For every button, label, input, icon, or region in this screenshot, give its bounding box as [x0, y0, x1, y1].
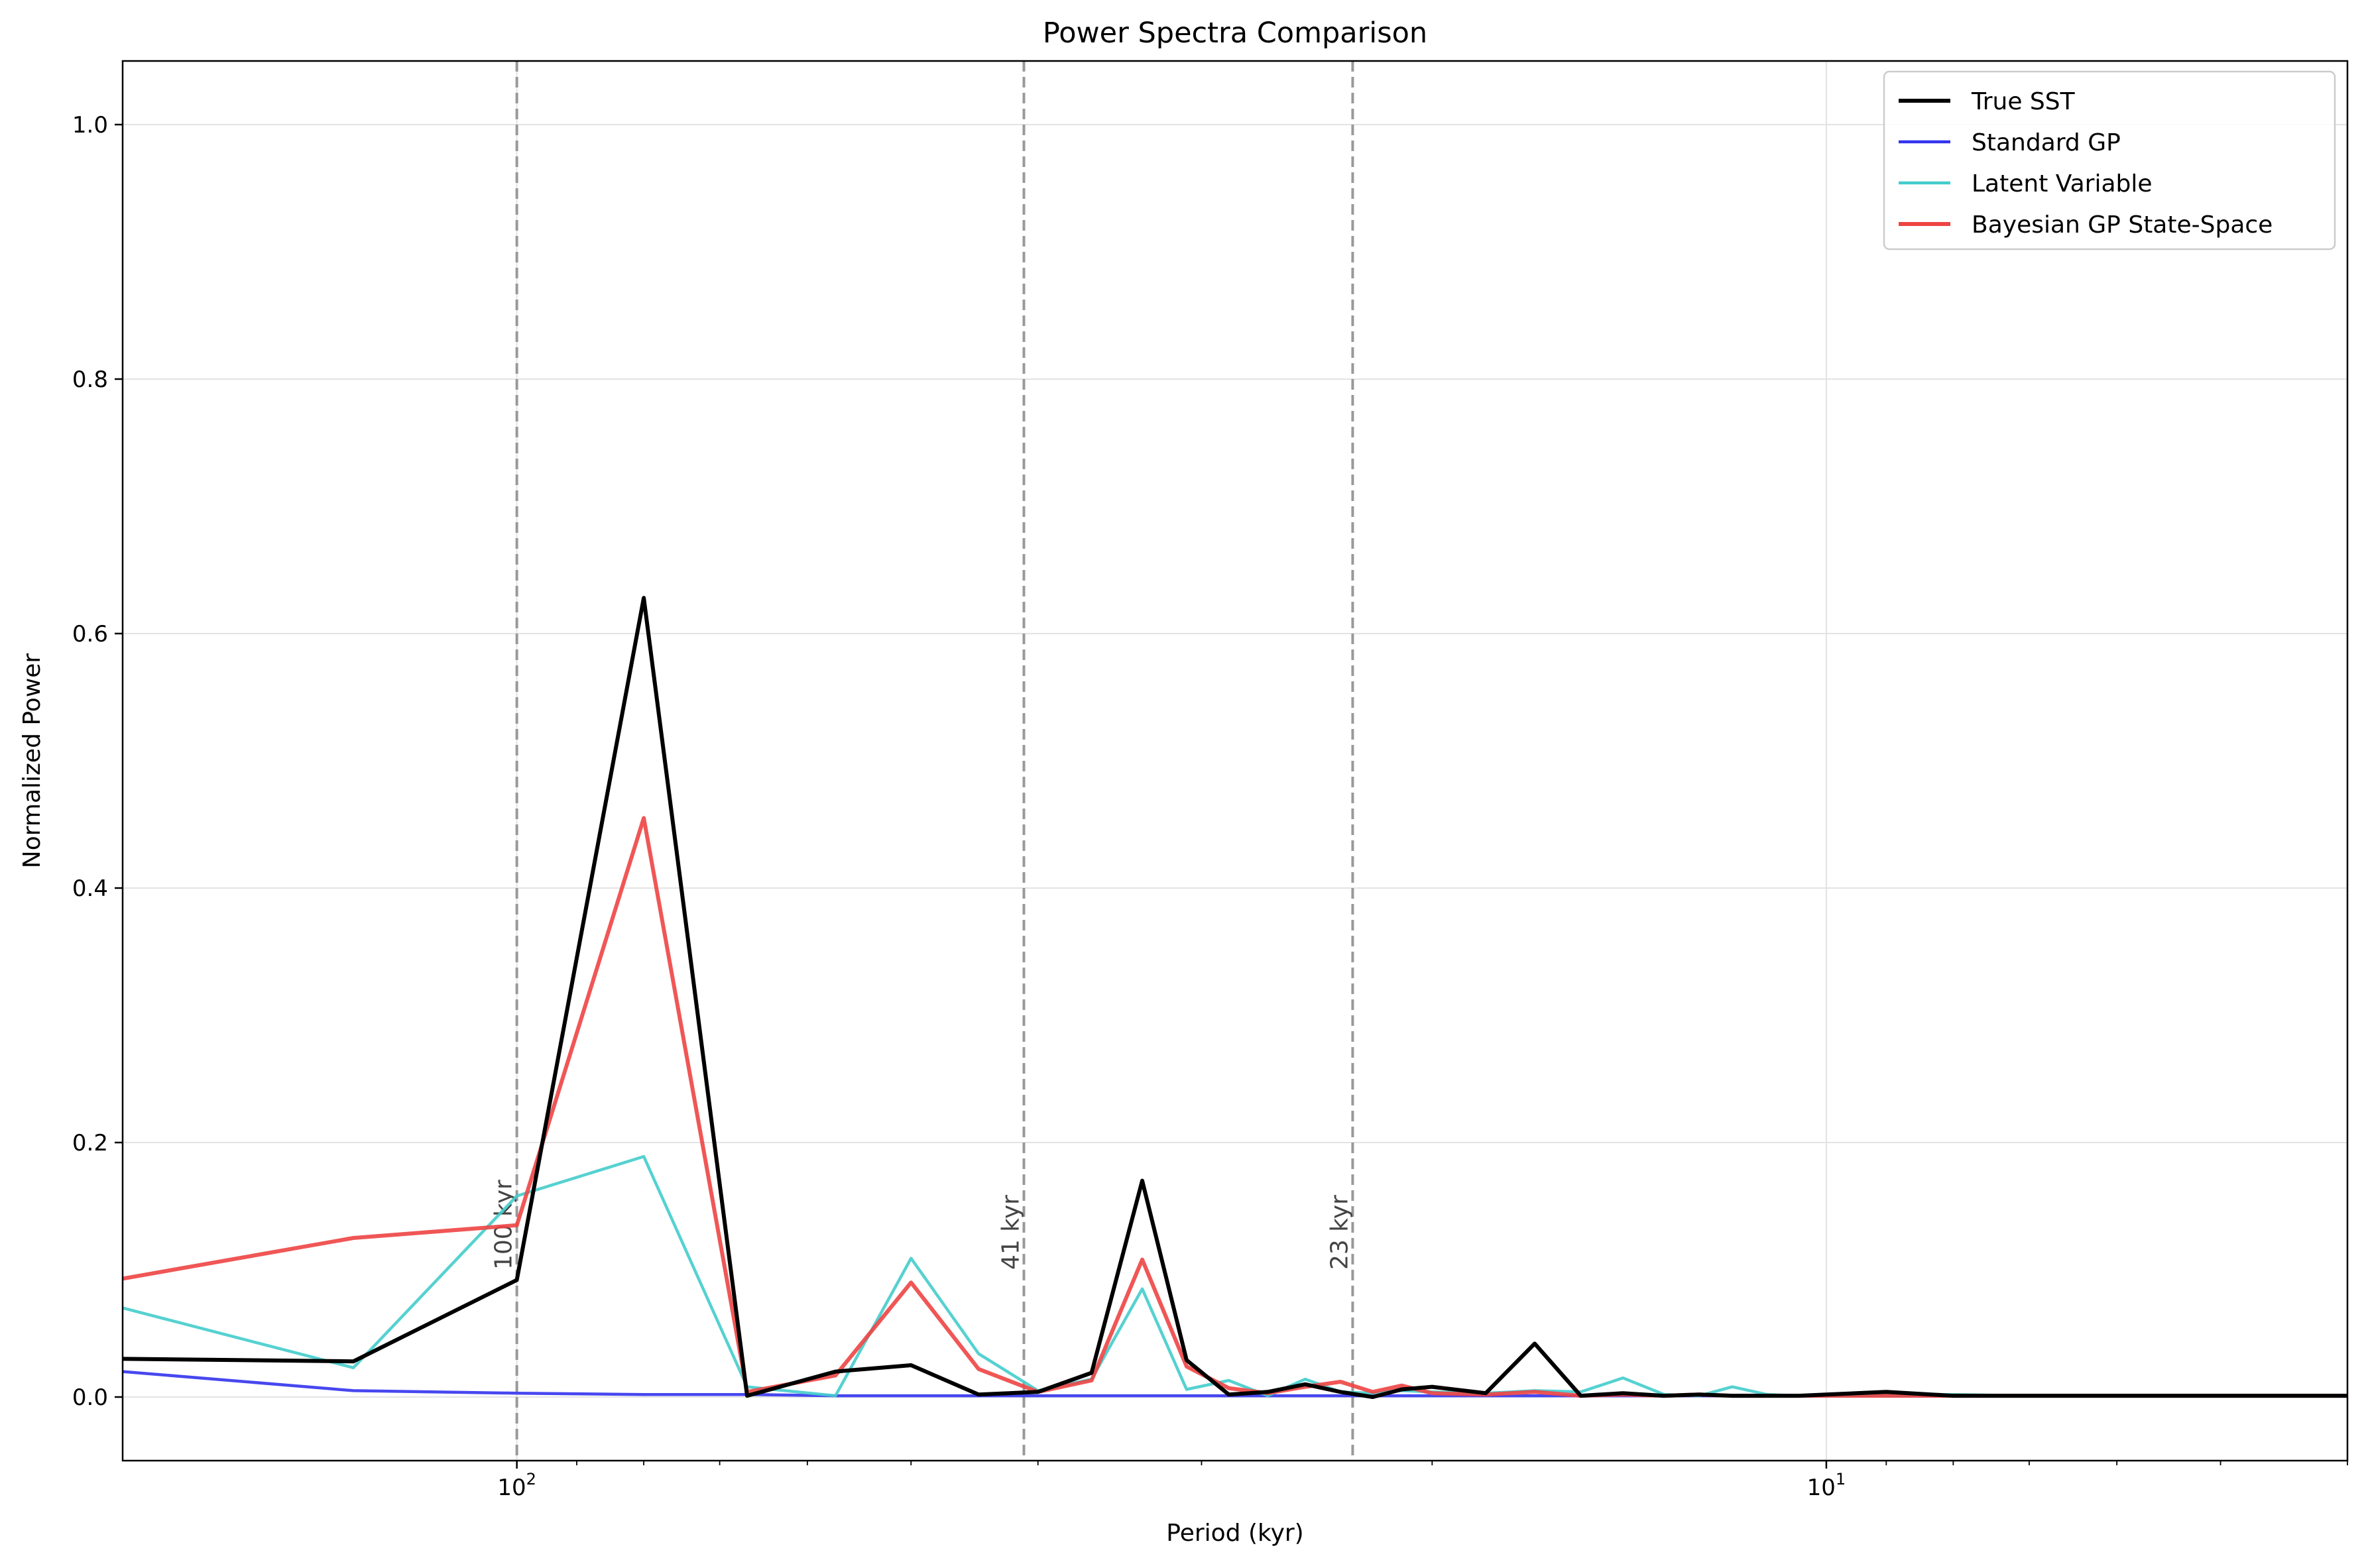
- series-line-bayesian-gp-state-space: [123, 816, 2347, 1398]
- series-lines: [123, 596, 2347, 1399]
- y-tick-label: 0.4: [72, 875, 108, 902]
- y-axis-label: Normalized Power: [19, 653, 46, 869]
- y-tick-label: 0.2: [72, 1130, 108, 1156]
- series-line-true-sst: [123, 596, 2347, 1399]
- legend-box: [1883, 70, 2336, 251]
- y-tick-label: 0.8: [72, 366, 108, 393]
- legend-label: Bayesian GP State-Space: [1972, 211, 2273, 239]
- y-tick-label: 1.0: [72, 112, 108, 139]
- x-axis-label: Period (kyr): [1166, 1520, 1303, 1547]
- period-marker-label: 23 kyr: [1326, 1195, 1353, 1270]
- legend-label: Latent Variable: [1972, 170, 2153, 197]
- x-tick-exponent: 2: [526, 1470, 536, 1488]
- x-tick-exponent: 1: [1836, 1470, 1846, 1488]
- plot-frame: [121, 60, 2349, 1462]
- y-tick-label: 0.0: [72, 1384, 108, 1411]
- legend: True SST Standard GP Latent Variable Bayesi…: [1883, 70, 2336, 251]
- legend-label: Standard GP: [1972, 129, 2121, 156]
- legend-label: True SST: [1971, 88, 2076, 115]
- period-marker-label: 41 kyr: [998, 1195, 1025, 1270]
- chart-title: Power Spectra Comparison: [1043, 17, 1427, 50]
- y-tick-label: 0.6: [72, 621, 108, 647]
